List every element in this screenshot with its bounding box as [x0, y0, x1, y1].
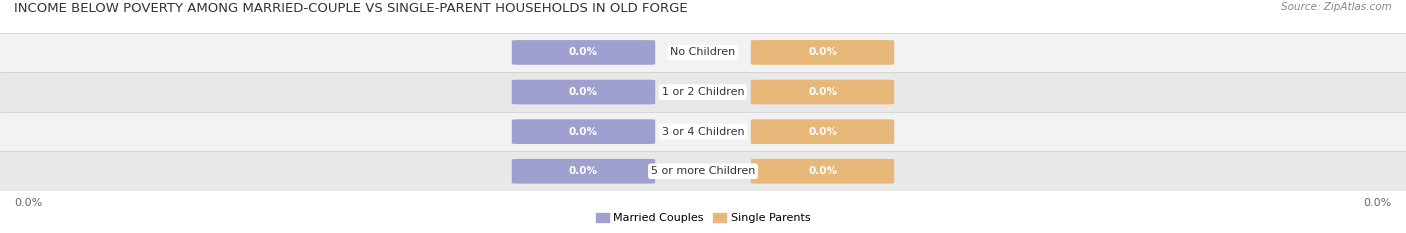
- Text: 0.0%: 0.0%: [569, 48, 598, 57]
- Text: 0.0%: 0.0%: [808, 48, 837, 57]
- FancyBboxPatch shape: [751, 119, 894, 144]
- Text: 0.0%: 0.0%: [569, 166, 598, 176]
- FancyBboxPatch shape: [512, 119, 655, 144]
- Text: No Children: No Children: [671, 48, 735, 57]
- Bar: [0, 72, 1406, 112]
- Text: 0.0%: 0.0%: [808, 87, 837, 97]
- Text: 0.0%: 0.0%: [14, 198, 42, 208]
- Text: 0.0%: 0.0%: [808, 127, 837, 137]
- Text: 3 or 4 Children: 3 or 4 Children: [662, 127, 744, 137]
- Text: 0.0%: 0.0%: [569, 127, 598, 137]
- FancyBboxPatch shape: [751, 159, 894, 184]
- Text: 0.0%: 0.0%: [808, 166, 837, 176]
- Text: 0.0%: 0.0%: [569, 87, 598, 97]
- Text: 1 or 2 Children: 1 or 2 Children: [662, 87, 744, 97]
- FancyBboxPatch shape: [512, 80, 655, 104]
- FancyBboxPatch shape: [512, 40, 655, 65]
- FancyBboxPatch shape: [751, 40, 894, 65]
- Text: 5 or more Children: 5 or more Children: [651, 166, 755, 176]
- Bar: [0, 151, 1406, 191]
- Text: Source: ZipAtlas.com: Source: ZipAtlas.com: [1281, 2, 1392, 12]
- Legend: Married Couples, Single Parents: Married Couples, Single Parents: [592, 208, 814, 227]
- Bar: [0, 112, 1406, 151]
- Text: INCOME BELOW POVERTY AMONG MARRIED-COUPLE VS SINGLE-PARENT HOUSEHOLDS IN OLD FOR: INCOME BELOW POVERTY AMONG MARRIED-COUPL…: [14, 2, 688, 15]
- FancyBboxPatch shape: [751, 80, 894, 104]
- Bar: [0, 33, 1406, 72]
- FancyBboxPatch shape: [512, 159, 655, 184]
- Text: 0.0%: 0.0%: [1364, 198, 1392, 208]
